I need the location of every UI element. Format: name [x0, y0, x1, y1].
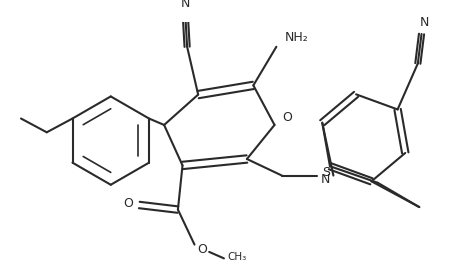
Text: O: O [197, 243, 207, 256]
Text: N: N [420, 16, 429, 29]
Text: N: N [321, 173, 330, 185]
Text: N: N [181, 0, 190, 10]
Text: NH₂: NH₂ [285, 31, 309, 44]
Text: CH₃: CH₃ [227, 252, 246, 261]
Text: S: S [322, 166, 330, 179]
Text: O: O [123, 197, 133, 210]
Text: O: O [282, 111, 292, 124]
